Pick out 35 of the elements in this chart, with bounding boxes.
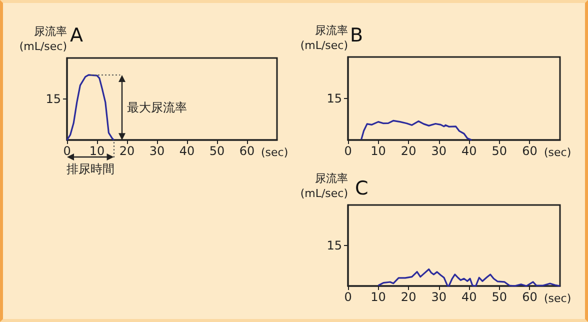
x-tick-label: 50 bbox=[209, 144, 225, 158]
text: 排尿時間 bbox=[66, 162, 114, 176]
text: 15 bbox=[326, 92, 342, 106]
chart-title: A bbox=[70, 24, 83, 46]
text: 15 bbox=[46, 92, 61, 106]
x-tick-label: 60 bbox=[522, 290, 538, 304]
x-tick-label: 0 bbox=[344, 290, 352, 304]
x-tick-label: 40 bbox=[462, 290, 477, 304]
x-tick-label: 50 bbox=[492, 144, 508, 158]
x-tick-label: 40 bbox=[462, 144, 477, 158]
y-axis-title: 尿流率 (mL/sec) bbox=[300, 172, 348, 200]
text: 15 bbox=[326, 238, 342, 252]
x-tick-label: 20 bbox=[119, 144, 135, 158]
x-tick-label: 20 bbox=[400, 290, 416, 304]
x-axis-title: (sec) bbox=[261, 146, 288, 159]
x-tick-label: 10 bbox=[370, 144, 386, 158]
x-axis-title: (sec) bbox=[544, 146, 572, 159]
x-tick-label: 10 bbox=[370, 290, 386, 304]
chart-title: C bbox=[355, 178, 368, 200]
x-tick-label: 60 bbox=[239, 144, 255, 158]
x-axis-title: (sec) bbox=[544, 292, 572, 305]
chart-title: B bbox=[350, 24, 364, 46]
x-tick-label: 0 bbox=[63, 144, 71, 158]
x-tick-label: 30 bbox=[431, 144, 446, 158]
x-tick-label: 10 bbox=[89, 144, 105, 158]
annotation: 最大尿流率 bbox=[126, 100, 187, 114]
x-tick-label: 20 bbox=[400, 144, 416, 158]
x-tick-label: 60 bbox=[522, 144, 538, 158]
x-tick-label: 50 bbox=[492, 290, 508, 304]
y-axis-title: 尿流率 (mL/sec) bbox=[19, 25, 67, 53]
x-tick-label: 0 bbox=[344, 144, 352, 158]
y-axis-title: 尿流率 (mL/sec) bbox=[300, 24, 348, 52]
x-tick-label: 30 bbox=[431, 290, 446, 304]
x-tick-label: 30 bbox=[149, 144, 165, 158]
x-tick-label: 40 bbox=[179, 144, 195, 158]
